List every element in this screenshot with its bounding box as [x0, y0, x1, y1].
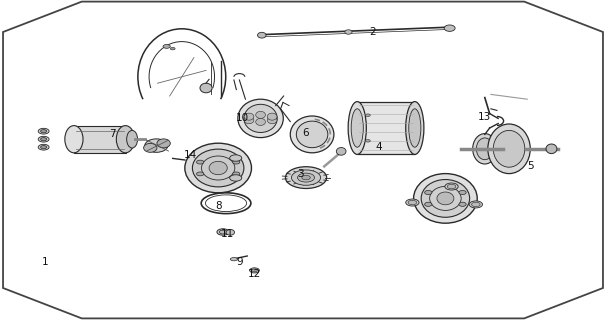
Ellipse shape — [546, 144, 557, 154]
Text: 13: 13 — [478, 112, 491, 122]
Ellipse shape — [200, 83, 212, 93]
Text: 8: 8 — [215, 201, 221, 212]
Ellipse shape — [170, 47, 175, 50]
Ellipse shape — [41, 138, 47, 141]
Ellipse shape — [437, 192, 454, 205]
Ellipse shape — [244, 116, 254, 124]
Text: 4: 4 — [376, 142, 382, 152]
Ellipse shape — [285, 167, 327, 188]
Ellipse shape — [469, 201, 482, 208]
Ellipse shape — [38, 136, 49, 142]
Ellipse shape — [447, 184, 456, 189]
Ellipse shape — [267, 113, 277, 120]
Ellipse shape — [196, 172, 204, 176]
Ellipse shape — [157, 139, 170, 148]
Ellipse shape — [38, 128, 49, 134]
Ellipse shape — [421, 180, 470, 217]
Ellipse shape — [144, 143, 157, 152]
Ellipse shape — [365, 114, 370, 116]
Text: 5: 5 — [527, 161, 533, 172]
Ellipse shape — [116, 126, 135, 153]
Ellipse shape — [192, 149, 244, 187]
Ellipse shape — [252, 269, 257, 272]
Ellipse shape — [230, 258, 238, 261]
Ellipse shape — [345, 30, 352, 34]
Ellipse shape — [256, 111, 265, 118]
Ellipse shape — [336, 148, 346, 155]
Ellipse shape — [209, 161, 227, 175]
Ellipse shape — [471, 202, 480, 207]
Ellipse shape — [226, 229, 235, 235]
Ellipse shape — [444, 25, 455, 31]
Ellipse shape — [145, 139, 168, 152]
Ellipse shape — [459, 190, 466, 195]
Text: 9: 9 — [236, 257, 242, 268]
Ellipse shape — [425, 202, 432, 206]
Ellipse shape — [41, 146, 47, 149]
Ellipse shape — [256, 118, 265, 125]
Ellipse shape — [493, 131, 525, 167]
Ellipse shape — [365, 140, 370, 142]
Ellipse shape — [217, 229, 229, 235]
Ellipse shape — [244, 104, 278, 132]
Ellipse shape — [65, 126, 83, 153]
Ellipse shape — [408, 200, 416, 205]
Ellipse shape — [258, 32, 266, 38]
Ellipse shape — [250, 268, 259, 273]
Ellipse shape — [238, 99, 284, 138]
Ellipse shape — [127, 131, 138, 148]
Ellipse shape — [476, 138, 493, 160]
Ellipse shape — [298, 173, 315, 182]
Ellipse shape — [233, 160, 240, 164]
Ellipse shape — [290, 116, 334, 153]
Text: 11: 11 — [221, 228, 234, 239]
Ellipse shape — [348, 101, 366, 155]
Ellipse shape — [351, 109, 364, 147]
Bar — [358, 101, 415, 155]
Ellipse shape — [488, 124, 530, 173]
Ellipse shape — [405, 199, 419, 206]
Text: 14: 14 — [184, 150, 198, 160]
Ellipse shape — [219, 230, 227, 234]
Text: 1: 1 — [42, 257, 48, 268]
Ellipse shape — [296, 121, 328, 148]
Text: 6: 6 — [303, 128, 309, 138]
Ellipse shape — [244, 113, 254, 120]
Ellipse shape — [163, 44, 170, 48]
Ellipse shape — [185, 143, 251, 193]
Ellipse shape — [233, 172, 240, 176]
Ellipse shape — [413, 173, 478, 223]
Ellipse shape — [425, 190, 432, 195]
Ellipse shape — [406, 101, 424, 155]
Ellipse shape — [445, 183, 458, 190]
Bar — [74, 126, 126, 153]
Ellipse shape — [38, 144, 49, 150]
Ellipse shape — [302, 175, 310, 180]
Ellipse shape — [267, 116, 277, 124]
Text: 10: 10 — [236, 113, 249, 124]
Ellipse shape — [473, 134, 497, 164]
Ellipse shape — [408, 109, 421, 147]
Ellipse shape — [459, 202, 466, 206]
Ellipse shape — [230, 155, 242, 161]
Ellipse shape — [41, 130, 47, 133]
Ellipse shape — [230, 175, 242, 181]
Text: 2: 2 — [370, 27, 376, 37]
Text: 7: 7 — [109, 129, 115, 140]
Ellipse shape — [196, 160, 204, 164]
Text: 12: 12 — [248, 268, 261, 279]
Text: 3: 3 — [297, 169, 303, 180]
Ellipse shape — [291, 170, 321, 185]
